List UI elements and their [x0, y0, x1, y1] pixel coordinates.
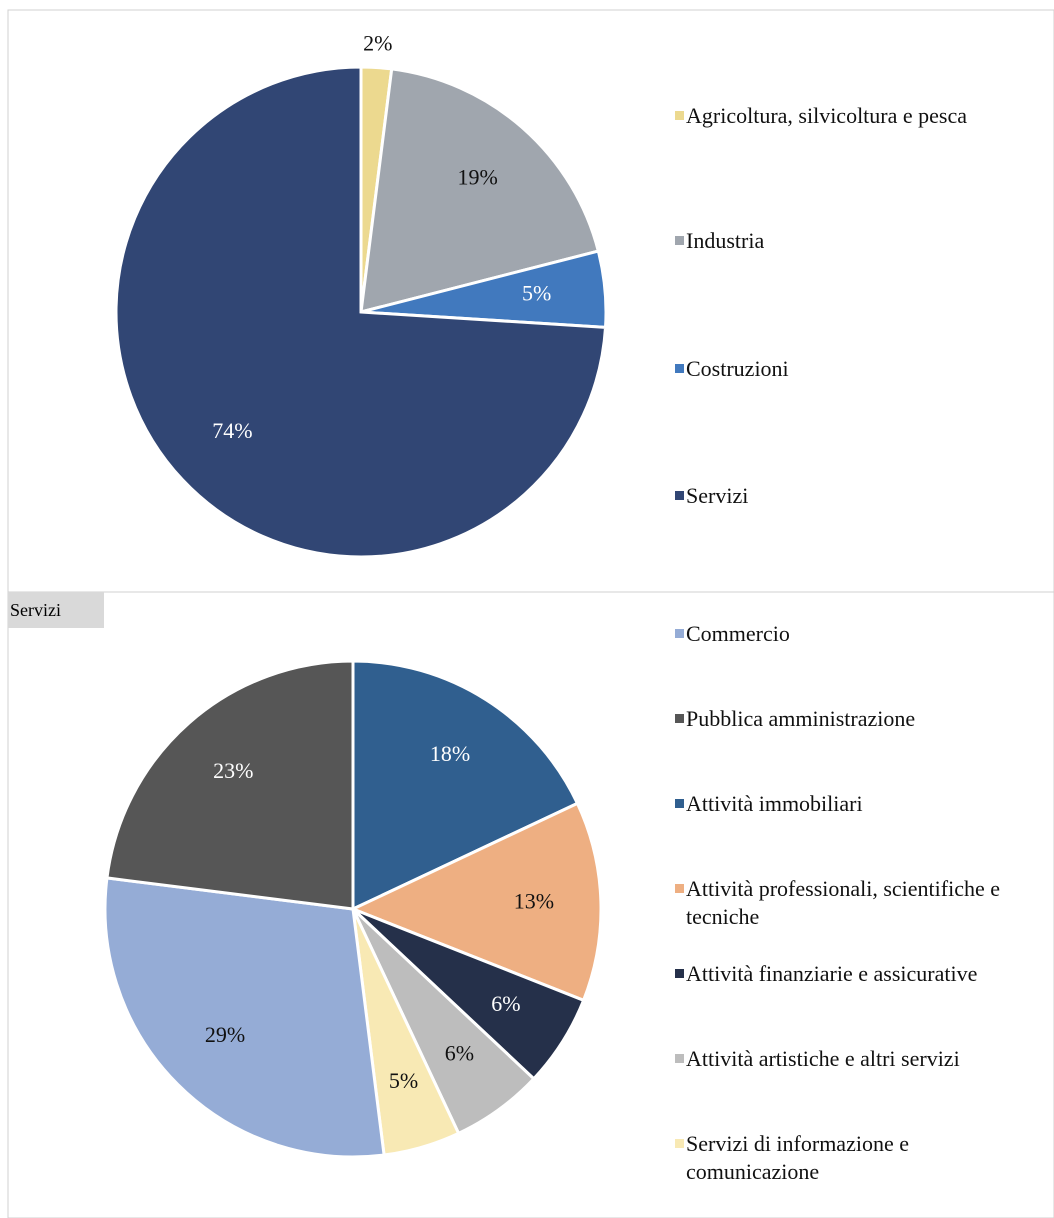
data-label: 23%	[213, 758, 253, 783]
data-label: 18%	[430, 741, 470, 766]
pie-slice	[351, 659, 580, 912]
pie-slice	[103, 876, 386, 1159]
legend-swatch	[675, 1139, 684, 1148]
data-label: 5%	[389, 1068, 418, 1093]
data-label: 6%	[491, 991, 520, 1016]
data-label: 5%	[522, 280, 551, 305]
legend-swatch	[675, 1054, 684, 1063]
legend-swatch	[675, 799, 684, 808]
legend-entry: Servizi	[686, 483, 749, 508]
legend-entry: Servizi di informazione e comunicazione	[686, 1131, 909, 1184]
pie-slice	[349, 801, 603, 1003]
legend-swatch	[675, 969, 684, 978]
chart-title: Servizi	[8, 592, 104, 628]
legend-entry: Commercio	[686, 621, 790, 646]
legend-entry: Attività artistiche e altri servizi	[686, 1046, 960, 1071]
legend-swatch	[675, 111, 684, 120]
pie-slice	[105, 659, 355, 911]
legend-entry: Industria	[686, 228, 765, 253]
pie-slice	[114, 65, 608, 559]
legend-swatch	[675, 629, 684, 638]
pie-slice	[359, 67, 601, 315]
data-label: 2%	[363, 31, 392, 56]
legend-entry: Attività professionali, scientifiche e t…	[686, 876, 1001, 929]
legend-entry: Attività finanziarie e assicurative	[686, 961, 978, 986]
legend-swatch	[675, 364, 684, 373]
data-label: 29%	[205, 1022, 245, 1047]
legend-entry: Agricoltura, silvicoltura e pesca	[686, 103, 968, 128]
legend-swatch	[675, 884, 684, 893]
data-label: 13%	[514, 888, 554, 913]
legend-swatch	[675, 491, 684, 500]
legend-entry: Costruzioni	[686, 356, 789, 381]
legend-swatch	[675, 714, 684, 723]
data-label: 19%	[457, 165, 497, 190]
data-label: 74%	[212, 418, 252, 443]
legend-entry: Pubblica amministrazione	[686, 706, 916, 731]
panel-border	[7, 591, 1054, 1218]
legend-entry: Attività immobiliari	[686, 791, 863, 816]
legend-swatch	[675, 236, 684, 245]
data-label: 6%	[445, 1041, 474, 1066]
